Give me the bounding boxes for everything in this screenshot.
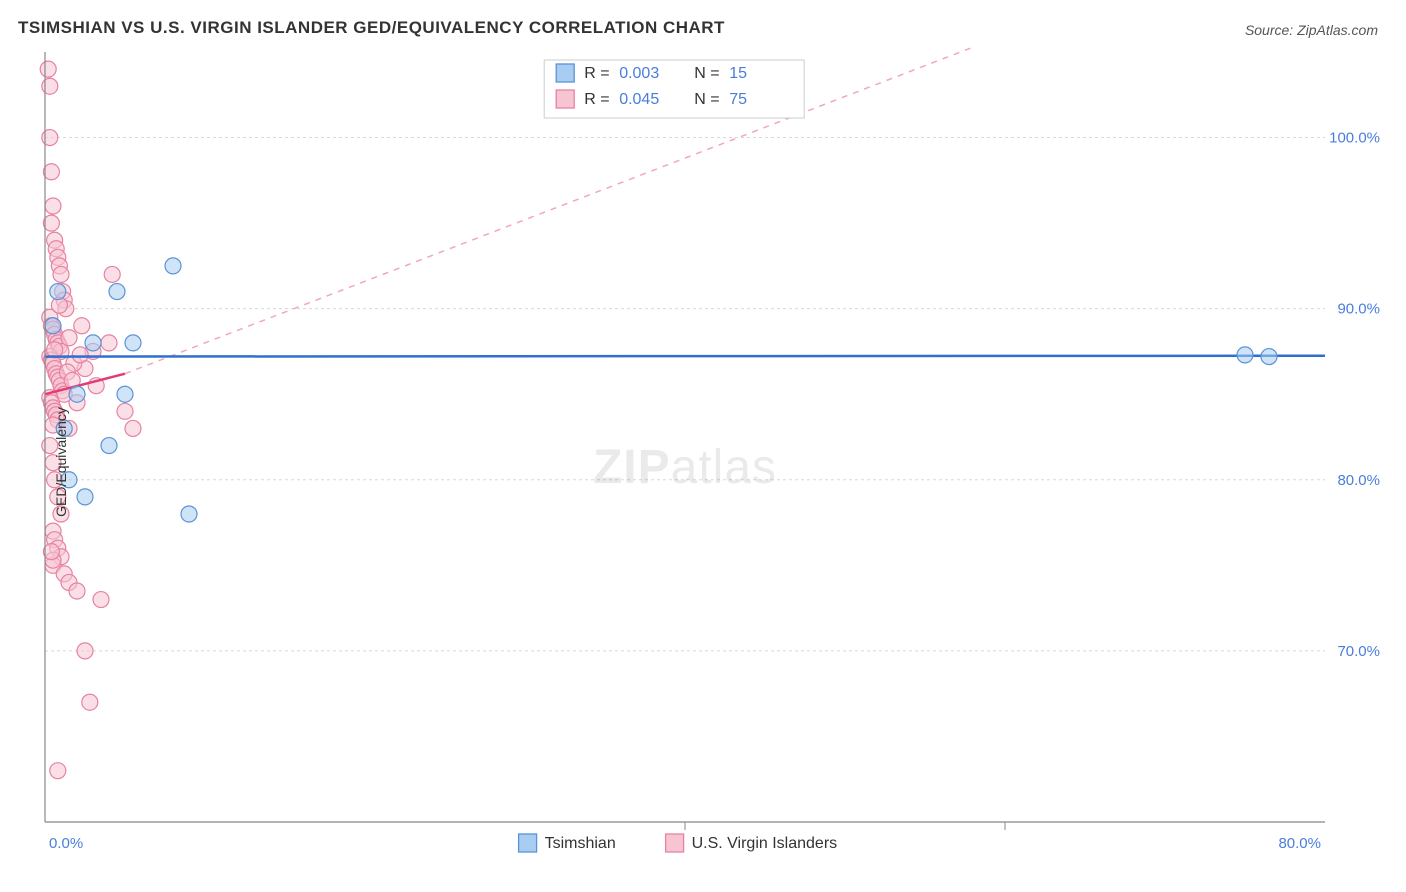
watermark: ZIPatlas (593, 441, 777, 494)
scatter-point (82, 694, 98, 710)
legend-n-value: 15 (729, 65, 747, 82)
y-tick-label: 90.0% (1337, 301, 1380, 318)
scatter-point (85, 335, 101, 351)
scatter-point (53, 266, 69, 282)
trend-line-blue (45, 356, 1325, 357)
scatter-point (77, 643, 93, 659)
scatter-point (165, 258, 181, 274)
scatter-point (43, 215, 59, 231)
scatter-point (181, 506, 197, 522)
scatter-point (93, 592, 109, 608)
bottom-legend-swatch (519, 834, 537, 852)
scatter-point (45, 198, 61, 214)
x-tick-label: 80.0% (1278, 835, 1321, 852)
y-tick-label: 70.0% (1337, 643, 1380, 660)
legend-n-label: N = (694, 91, 719, 108)
scatter-point (125, 335, 141, 351)
chart-area: GED/Equivalency 70.0% 80.0% 90.0% 100.0% ZIP… (0, 42, 1406, 882)
scatter-point (117, 386, 133, 402)
scatter-point (69, 583, 85, 599)
legend-swatch (556, 90, 574, 108)
scatter-point (74, 318, 90, 334)
scatter-point (43, 164, 59, 180)
scatter-point (77, 489, 93, 505)
scatter-point (43, 544, 59, 560)
scatter-chart: 70.0% 80.0% 90.0% 100.0% ZIPatlas 0.0% 80.0% R … (0, 42, 1406, 882)
scatter-point (40, 61, 56, 77)
scatter-point (109, 284, 125, 300)
scatter-point (42, 130, 58, 146)
scatter-point (50, 284, 66, 300)
chart-title: TSIMSHIAN VS U.S. VIRGIN ISLANDER GED/EQ… (18, 18, 725, 38)
legend-r-label: R = (584, 91, 609, 108)
scatter-point (72, 347, 88, 363)
bottom-legend-swatch (666, 834, 684, 852)
legend-r-value: 0.003 (619, 65, 659, 82)
scatter-point (61, 330, 77, 346)
source-label: Source: ZipAtlas.com (1245, 22, 1378, 38)
scatter-point (42, 78, 58, 94)
legend-swatch (556, 64, 574, 82)
bottom-legend-label: U.S. Virgin Islanders (692, 835, 838, 852)
legend-n-label: N = (694, 65, 719, 82)
bottom-legend-label: Tsimshian (545, 835, 616, 852)
y-axis-label: GED/Equivalency (53, 407, 69, 517)
scatter-point (117, 403, 133, 419)
scatter-point (69, 386, 85, 402)
scatter-point (101, 438, 117, 454)
scatter-point (104, 266, 120, 282)
scatter-point (50, 763, 66, 779)
scatter-point (45, 318, 61, 334)
legend-r-value: 0.045 (619, 91, 659, 108)
legend-n-value: 75 (729, 91, 747, 108)
scatter-point (125, 420, 141, 436)
y-tick-label: 100.0% (1329, 130, 1380, 147)
scatter-point (1237, 347, 1253, 363)
scatter-point (101, 335, 117, 351)
y-tick-label: 80.0% (1337, 472, 1380, 489)
legend-r-label: R = (584, 65, 609, 82)
scatter-point (1261, 349, 1277, 365)
x-tick-label: 0.0% (49, 835, 83, 852)
stats-legend-box (544, 60, 804, 118)
